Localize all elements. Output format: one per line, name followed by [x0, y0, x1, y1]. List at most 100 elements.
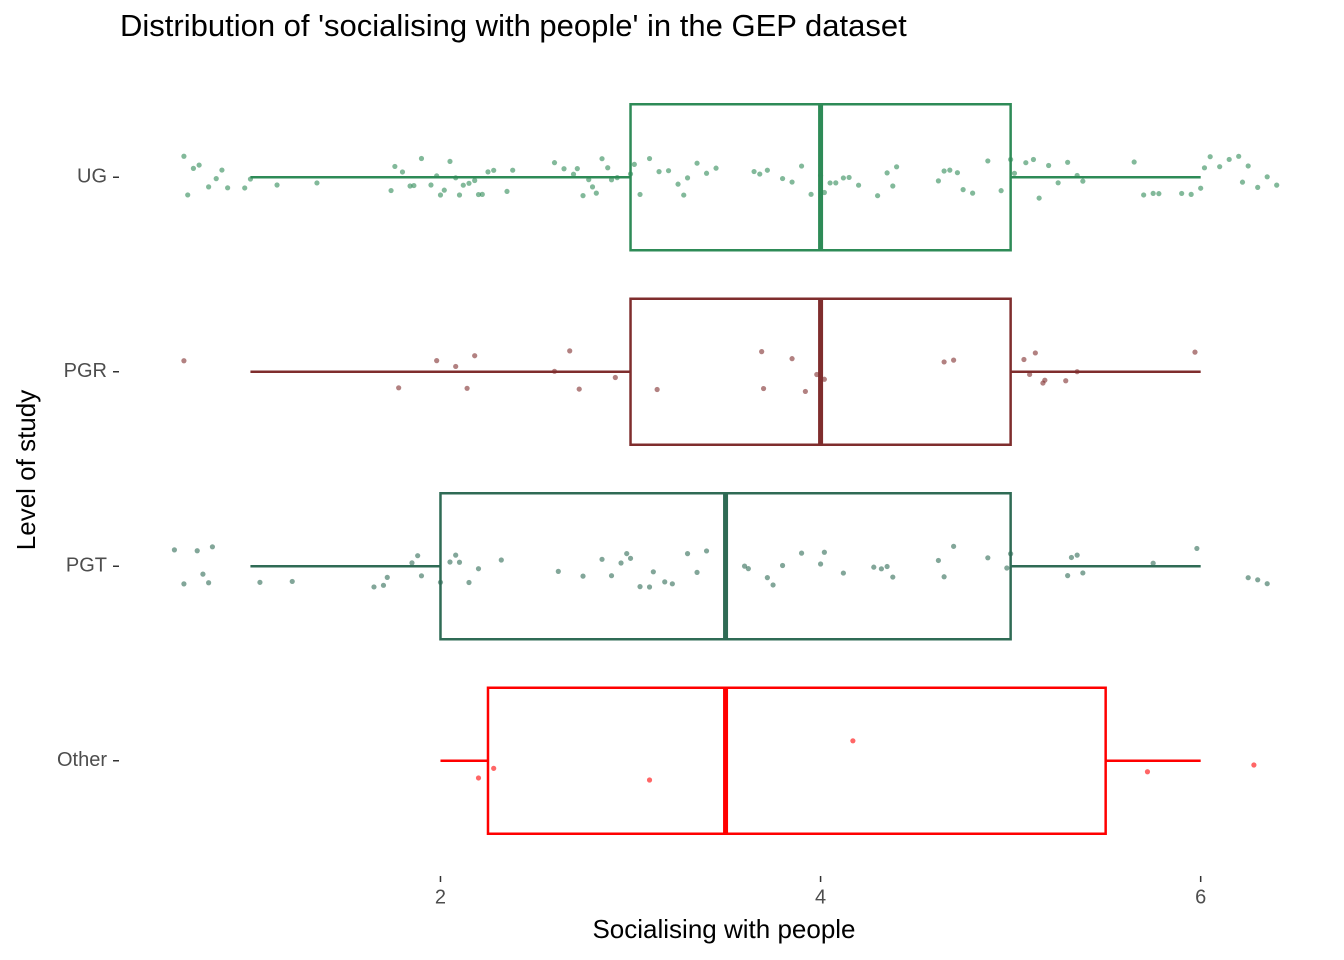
jitter-point — [1011, 170, 1018, 176]
jitter-point — [694, 569, 700, 575]
jitter-point — [637, 191, 643, 198]
jitter-point — [1264, 174, 1270, 180]
jitter-point — [441, 187, 447, 193]
jitter-point — [646, 155, 653, 162]
x-tick-label: 2 — [435, 886, 446, 908]
jitter-point — [380, 582, 387, 588]
jitter-point — [954, 170, 961, 176]
jitter-point — [798, 550, 805, 556]
jitter-point — [1251, 762, 1257, 768]
jitter-point — [1008, 551, 1014, 557]
jitter-point — [760, 385, 767, 392]
jitter-point — [1027, 371, 1033, 378]
jitter-point — [608, 177, 615, 183]
jitter-point — [890, 183, 896, 189]
jitter-point — [1021, 356, 1027, 363]
jitter-point — [194, 548, 200, 554]
jitter-point — [418, 573, 425, 579]
jitter-point — [485, 169, 491, 175]
jitter-point — [802, 388, 808, 395]
jitter-point — [456, 559, 463, 565]
jitter-point — [1274, 182, 1280, 188]
jitter-point — [874, 193, 881, 199]
jitter-point — [434, 358, 440, 364]
jitter-point — [759, 349, 765, 355]
jitter-point — [555, 568, 561, 574]
jitter-point — [418, 155, 425, 162]
jitter-point — [605, 165, 611, 171]
jitter-point — [627, 555, 634, 561]
jitter-point — [213, 176, 219, 182]
jitter-point — [456, 192, 463, 198]
jitter-point — [1255, 577, 1261, 583]
jitter-point — [618, 560, 624, 566]
jitter-point — [871, 564, 877, 570]
jitter-point — [614, 175, 620, 181]
jitter-point — [764, 167, 770, 173]
jitter-point — [608, 573, 615, 579]
jitter-point — [437, 192, 444, 198]
jitter-point — [840, 175, 846, 181]
jitter-point — [713, 165, 719, 171]
jitter-point — [570, 171, 577, 177]
jitter-point — [466, 579, 472, 586]
jitter-point — [561, 166, 567, 172]
x-tick-label: 4 — [815, 886, 826, 908]
jitter-point — [650, 569, 656, 575]
jitter-point — [884, 170, 890, 176]
jitter-point — [935, 557, 942, 564]
jitter-point — [798, 163, 805, 169]
jitter-point — [665, 168, 672, 174]
jitter-point — [181, 358, 187, 364]
jitter-point — [1179, 190, 1185, 197]
jitter-point — [624, 550, 630, 557]
jitter-point — [884, 563, 890, 570]
jitter-point — [371, 584, 377, 590]
jitter-point — [599, 556, 605, 562]
jitter-point — [576, 386, 582, 392]
jitter-point — [181, 581, 187, 587]
jitter-point — [893, 164, 900, 170]
jitter-point — [437, 579, 444, 585]
jitter-point — [817, 561, 824, 567]
jitter-point — [589, 184, 596, 190]
jitter-point — [1074, 172, 1080, 179]
jitter-point — [384, 574, 390, 580]
jitter-point — [998, 188, 1004, 194]
jitter-point — [415, 553, 421, 559]
jitter-point — [453, 175, 459, 181]
x-tick-label: 6 — [1195, 886, 1206, 908]
jitter-point — [453, 363, 459, 370]
jitter-point — [656, 168, 662, 175]
jitter-point — [855, 182, 862, 188]
jitter-point — [475, 775, 482, 781]
jitter-point — [1245, 575, 1251, 581]
jitter-point — [1065, 573, 1071, 579]
jitter-point — [460, 182, 466, 188]
jitter-point — [814, 371, 820, 378]
jitter-point — [808, 191, 814, 197]
jitter-point — [770, 582, 776, 588]
jitter-point — [646, 584, 653, 590]
jitter-point — [789, 179, 795, 185]
jitter-point — [1239, 179, 1246, 185]
jitter-point — [593, 190, 599, 196]
jitter-point — [171, 547, 178, 553]
jitter-point — [314, 180, 320, 186]
jitter-point — [637, 584, 643, 590]
jitter-point — [434, 173, 440, 179]
jitter-point — [181, 153, 187, 159]
jitter-point — [472, 177, 478, 184]
jitter-point — [599, 156, 605, 162]
jitter-point — [453, 552, 459, 558]
jitter-point — [504, 188, 510, 195]
jitter-point — [475, 191, 482, 198]
jitter-point — [1080, 178, 1086, 184]
jitter-point — [985, 555, 991, 561]
jitter-point — [1255, 184, 1261, 190]
jitter-point — [821, 189, 827, 196]
y-axis-label: Level of study — [11, 390, 41, 550]
jitter-point — [472, 353, 478, 359]
jitter-point — [751, 168, 757, 175]
